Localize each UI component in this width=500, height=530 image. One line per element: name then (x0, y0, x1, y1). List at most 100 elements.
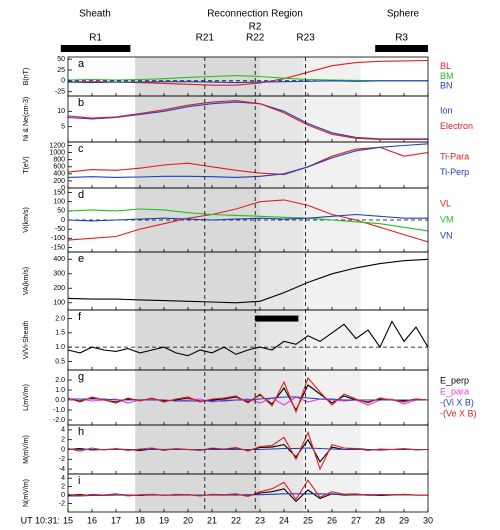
x-tick-label: 20 (183, 515, 193, 525)
legend-entry: BL (440, 61, 451, 71)
x-tick-label: 23 (255, 515, 265, 525)
interval-label: R3 (395, 33, 408, 44)
x-tick-label: 25 (303, 515, 313, 525)
y-tick-label: 200 (53, 178, 65, 185)
x-tick-label: 27 (351, 515, 361, 525)
legend-entry: VN (440, 230, 453, 240)
y-tick-label: 10 (57, 108, 65, 115)
header-center: Reconnection Region (207, 9, 303, 20)
legend-entry: BN (440, 81, 453, 91)
x-tick-label: 19 (159, 515, 169, 525)
header-center-sub: R2 (249, 22, 262, 33)
y-tick-label: 4 (61, 475, 65, 482)
y-tick-label: 0 (61, 217, 65, 224)
series-line (67, 430, 429, 471)
x-tick-label: 26 (327, 515, 337, 525)
x-tick-label: 30 (423, 515, 433, 525)
series-line (67, 396, 428, 406)
y-tick-label: -2.0 (53, 417, 65, 424)
series-line (67, 208, 429, 232)
panel-label: h (78, 426, 84, 438)
panel-label: e (78, 253, 84, 265)
x-tick-label: 28 (375, 515, 385, 525)
header-left: Sheath (79, 9, 111, 20)
y-tick-label: 2 (61, 484, 65, 491)
panel-label: c (78, 143, 84, 155)
y-tick-label: 300 (53, 271, 65, 278)
interval-label: R1 (89, 33, 102, 44)
y-tick-label: -150 (51, 244, 65, 251)
y-tick-label: 800 (53, 157, 65, 164)
boundary-label: R22 (246, 33, 265, 44)
y-axis-label: L(mV/m) (23, 384, 30, 411)
legend-entry: VM (440, 214, 454, 224)
y-axis-label: N(mV/m) (23, 479, 30, 507)
legend-entry: Ion (440, 106, 453, 116)
y-tick-label: -100 (51, 235, 65, 242)
y-tick-label: 1.0 (55, 387, 65, 394)
panel-label: a (78, 58, 85, 70)
x-tick-label: 29 (399, 515, 409, 525)
series-line (67, 146, 429, 176)
y-tick-label: 400 (53, 256, 65, 263)
y-tick-label: 50 (57, 208, 65, 215)
y-tick-label: 200 (53, 285, 65, 292)
shaded-region (260, 57, 304, 512)
y-axis-label: VA(km/s) (23, 267, 30, 295)
y-tick-label: 25 (57, 67, 65, 74)
y-tick-label: 150 (53, 189, 65, 196)
x-tick-label: 16 (87, 515, 97, 525)
legend-entry: VL (440, 198, 451, 208)
y-axis-label: T(eV) (23, 156, 30, 174)
legend-entry: Ti-Perp (440, 167, 469, 177)
panel-label: b (78, 97, 84, 109)
series-line (68, 447, 428, 451)
y-tick-label: -2 (59, 500, 65, 507)
series-line (67, 199, 429, 243)
panel-label: f (78, 311, 82, 323)
y-tick-label: 2.0 (55, 377, 65, 384)
panel-frame (67, 473, 429, 513)
y-tick-label: -25 (55, 89, 65, 96)
series-line (68, 396, 428, 402)
series-line (67, 320, 429, 357)
legend-entry: BM (440, 71, 454, 81)
y-tick-label: 100 (53, 199, 65, 206)
boundary-label: R21 (196, 33, 215, 44)
y-axis-label: Vi/Vi-Sheath (23, 321, 30, 360)
series-line (68, 493, 428, 497)
x-tick-label: 22 (231, 515, 241, 525)
legend-entry: Electron (440, 121, 473, 131)
y-tick-label: 400 (53, 171, 65, 178)
series-line (67, 384, 429, 412)
y-tick-label: 1000 (49, 149, 65, 156)
x-axis-label: UT 10:31: (21, 515, 60, 525)
panel-label: i (78, 475, 80, 487)
legend-entry: Ti-Para (440, 152, 469, 162)
y-tick-label: 1200 (49, 142, 65, 149)
y-tick-label: -1.0 (53, 407, 65, 414)
y-axis-label: B(nT) (23, 68, 30, 86)
x-tick-label: 18 (135, 515, 145, 525)
series-line (67, 80, 428, 84)
y-tick-label: 0.0 (55, 397, 65, 404)
series-line (67, 101, 428, 140)
y-tick-label: 100 (53, 300, 65, 307)
legend-entry: -(Ve X B) (440, 408, 477, 418)
panel-label: d (78, 189, 84, 201)
series-line (67, 479, 428, 501)
y-tick-label: 600 (53, 164, 65, 171)
y-tick-label: 5 (61, 124, 65, 131)
legend-entry: -(Vi X B) (440, 397, 474, 407)
header-right: Sphere (387, 9, 420, 20)
interval-bar (375, 45, 428, 52)
series-line (67, 100, 428, 141)
y-tick-label: 1.5 (55, 330, 65, 337)
panel-label: g (78, 371, 84, 383)
y-tick-label: 2.0 (55, 315, 65, 322)
legend-entry: E_perp (440, 375, 469, 385)
x-tick-label: 15 (63, 515, 73, 525)
y-tick-label: -50 (55, 226, 65, 233)
y-tick-label: 1.0 (55, 344, 65, 351)
